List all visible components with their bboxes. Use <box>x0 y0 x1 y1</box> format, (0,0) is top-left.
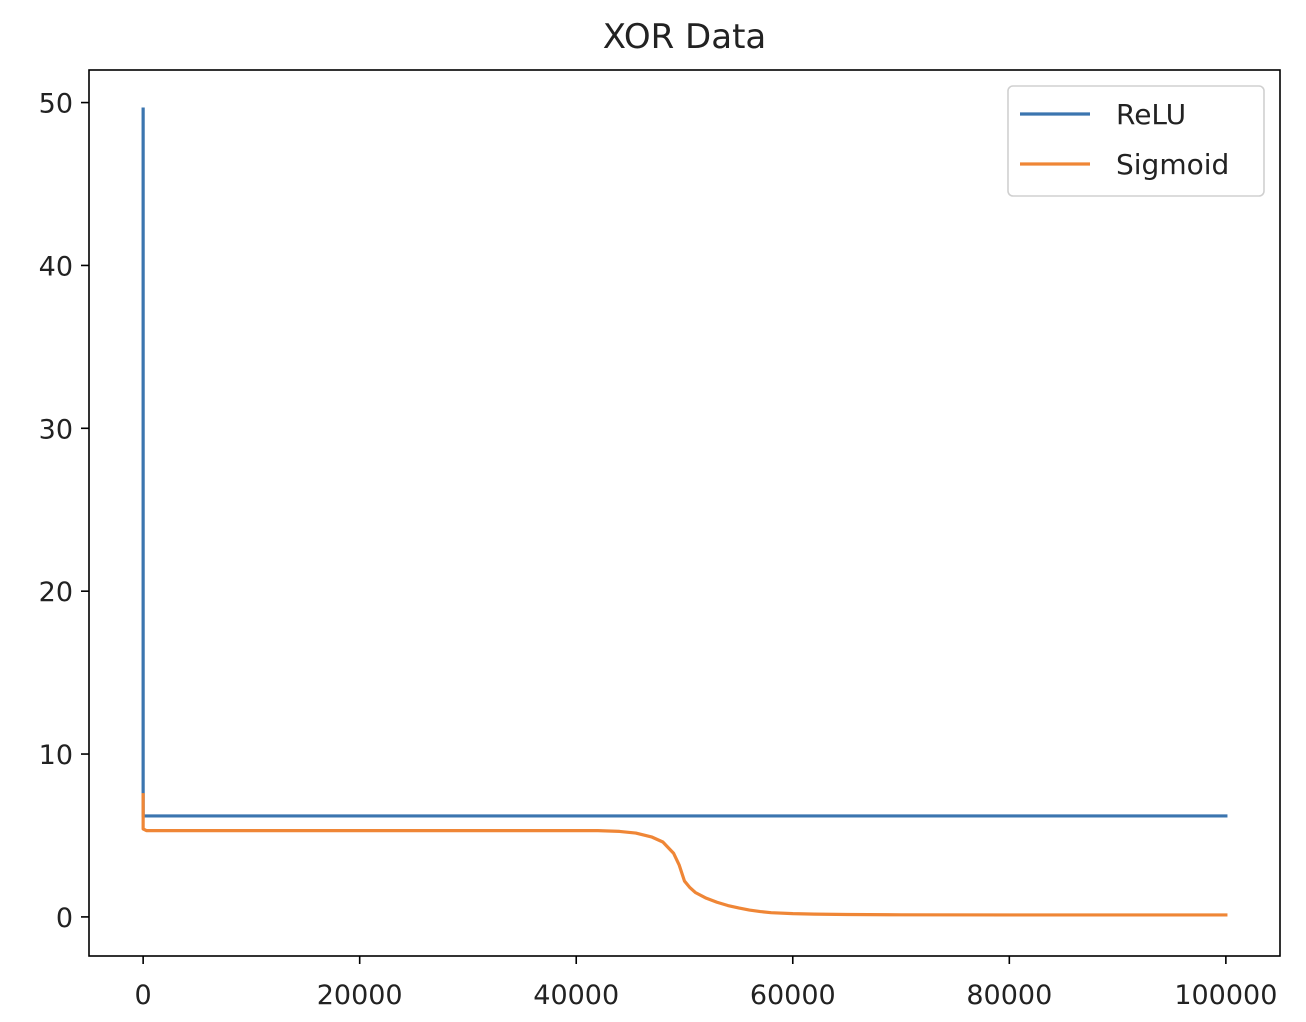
y-tick-label: 0 <box>56 903 73 934</box>
y-tick-label: 20 <box>39 577 73 608</box>
legend-label-sigmoid: Sigmoid <box>1116 148 1229 181</box>
x-tick-label: 0 <box>135 980 152 1011</box>
x-axis: 0 20000 40000 60000 80000 100000 <box>135 956 1277 1011</box>
y-tick-label: 40 <box>39 251 73 282</box>
legend: ReLU Sigmoid <box>1007 85 1265 197</box>
series-layer <box>141 107 1228 917</box>
x-tick-label: 100000 <box>1174 980 1277 1011</box>
x-tick-label: 60000 <box>750 980 836 1011</box>
y-tick-label: 10 <box>39 740 73 771</box>
series-line-sigmoid <box>141 793 1228 917</box>
x-tick-label: 20000 <box>317 980 403 1011</box>
x-tick-label: 40000 <box>533 980 619 1011</box>
y-tick-label: 50 <box>39 89 73 120</box>
x-tick-label: 80000 <box>966 980 1052 1011</box>
y-axis: 0 10 20 30 40 50 <box>39 89 89 934</box>
series-line-relu <box>141 107 1228 818</box>
legend-label-relu: ReLU <box>1116 98 1186 131</box>
y-tick-label: 30 <box>39 414 73 445</box>
chart-title: XOR Data <box>603 17 767 57</box>
plot-area-frame <box>88 69 1281 957</box>
